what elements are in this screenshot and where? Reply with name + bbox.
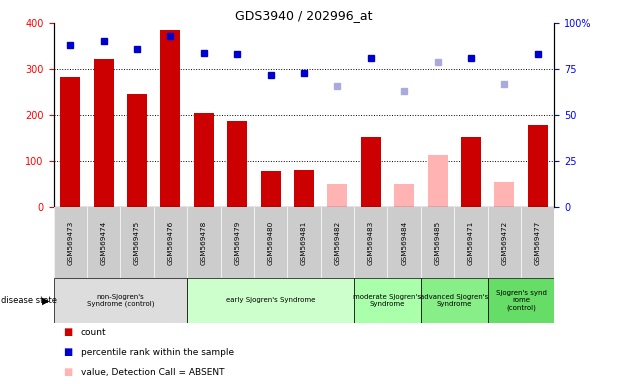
Text: GSM569472: GSM569472 [501,221,507,265]
Text: GSM569483: GSM569483 [368,221,374,265]
Text: early Sjogren's Syndrome: early Sjogren's Syndrome [226,298,315,303]
Bar [394,184,414,207]
Text: ▶: ▶ [42,295,50,306]
Bar [194,113,214,207]
Bar [495,182,514,207]
Bar [261,171,280,207]
Text: GSM569477: GSM569477 [535,221,541,265]
Text: ■: ■ [63,347,72,357]
Text: GSM569485: GSM569485 [435,221,440,265]
Text: GSM569481: GSM569481 [301,221,307,265]
Text: GSM569475: GSM569475 [134,221,140,265]
Text: ■: ■ [63,367,72,377]
Text: GSM569471: GSM569471 [468,221,474,265]
Bar [461,137,481,207]
Text: GSM569474: GSM569474 [101,221,106,265]
Text: GSM569476: GSM569476 [168,221,173,265]
Bar [421,278,488,323]
Text: GSM569478: GSM569478 [201,221,207,265]
Text: GSM569482: GSM569482 [335,221,340,265]
Text: GSM569484: GSM569484 [401,221,407,265]
Text: moderate Sjogren's
Syndrome: moderate Sjogren's Syndrome [353,294,421,307]
Bar [361,137,381,207]
Bar [294,170,314,207]
Text: GSM569473: GSM569473 [67,221,73,265]
Text: GSM569480: GSM569480 [268,221,273,265]
Text: Sjogren's synd
rome
(control): Sjogren's synd rome (control) [496,290,546,311]
Bar [127,94,147,207]
Bar [94,59,113,207]
Bar [354,278,421,323]
Bar [54,278,187,323]
Bar [227,121,247,207]
Bar [488,278,554,323]
Text: ■: ■ [63,327,72,337]
Bar [60,77,80,207]
Title: GDS3940 / 202996_at: GDS3940 / 202996_at [235,9,373,22]
Text: value, Detection Call = ABSENT: value, Detection Call = ABSENT [81,367,224,377]
Bar [328,184,347,207]
Text: disease state: disease state [1,296,57,305]
Bar [428,155,447,207]
Bar [187,278,354,323]
Text: GSM569479: GSM569479 [234,221,240,265]
Text: non-Sjogren's
Syndrome (control): non-Sjogren's Syndrome (control) [86,294,154,307]
Bar [161,30,180,207]
Text: percentile rank within the sample: percentile rank within the sample [81,348,234,357]
Text: count: count [81,328,106,337]
Text: advanced Sjogren's
Syndrome: advanced Sjogren's Syndrome [420,294,488,307]
Bar [528,125,547,207]
